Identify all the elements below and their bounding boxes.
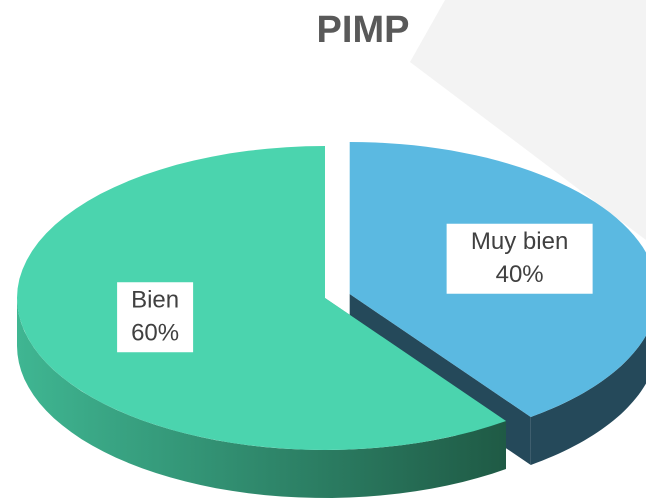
data-label-box bbox=[446, 223, 593, 294]
data-label-category: Muy bien bbox=[471, 228, 568, 255]
pie: Muy bien 40% Bien 60% bbox=[17, 142, 646, 498]
data-label-value: 40% bbox=[496, 261, 544, 288]
data-label-box bbox=[117, 282, 194, 353]
background-shape bbox=[410, 0, 646, 240]
chart-title: PIMP bbox=[317, 9, 410, 51]
slice-side bbox=[17, 298, 506, 498]
data-label-value: 60% bbox=[131, 320, 179, 347]
slice-side bbox=[530, 335, 646, 465]
data-label-category: Bien bbox=[131, 287, 179, 314]
pie-slice bbox=[17, 146, 506, 450]
